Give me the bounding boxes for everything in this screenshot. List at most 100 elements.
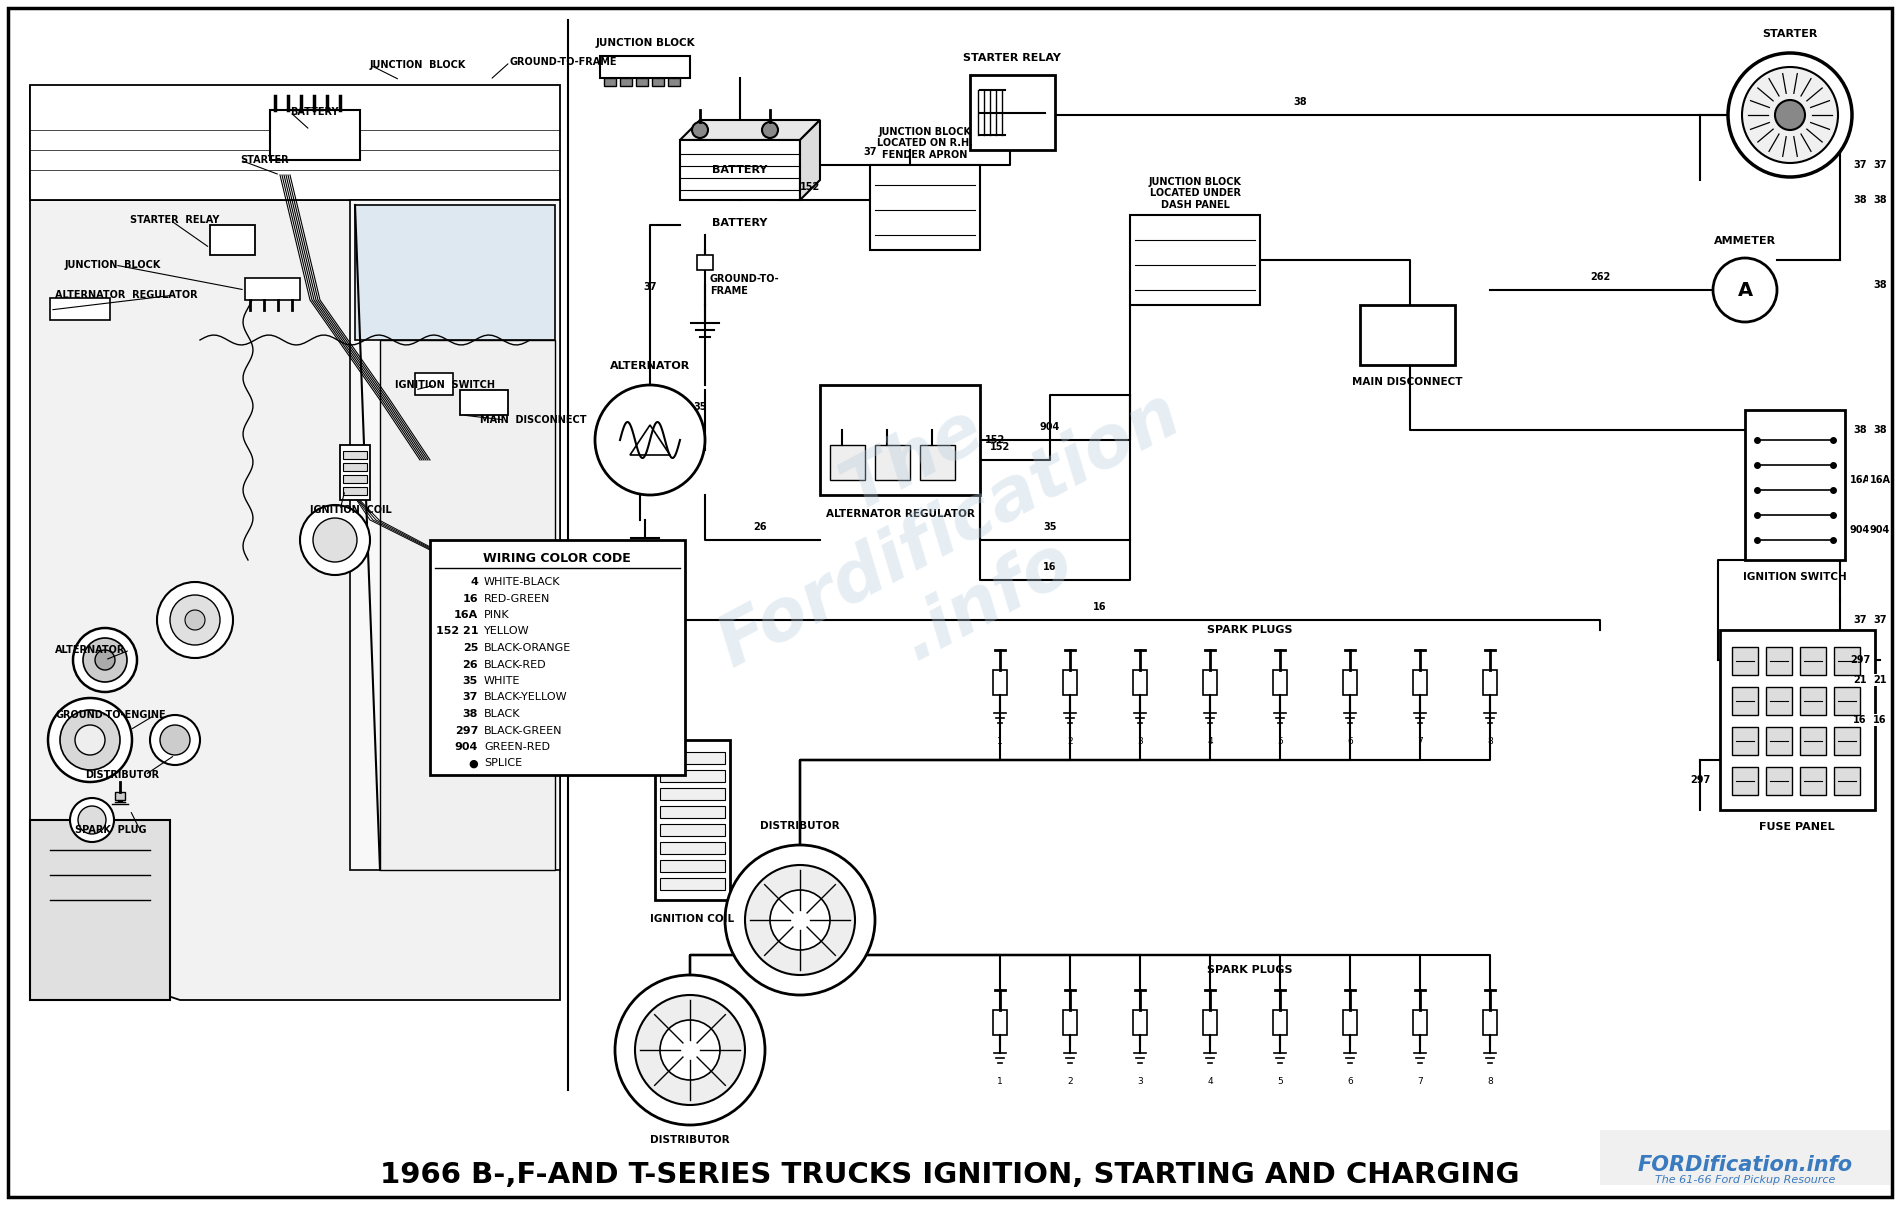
Bar — [1834, 687, 1860, 715]
Text: 1: 1 — [998, 1077, 1003, 1086]
Text: 26: 26 — [752, 522, 768, 531]
Bar — [245, 278, 300, 300]
Bar — [636, 78, 648, 86]
Bar — [414, 374, 452, 395]
Bar — [1203, 670, 1218, 695]
Polygon shape — [680, 120, 821, 140]
Text: The
Fordification
.info: The Fordification .info — [669, 308, 1231, 752]
Text: 1966 B-,F-AND T-SERIES TRUCKS IGNITION, STARTING AND CHARGING: 1966 B-,F-AND T-SERIES TRUCKS IGNITION, … — [380, 1160, 1520, 1189]
Bar — [1834, 647, 1860, 675]
Bar — [1744, 410, 1845, 560]
Text: 21: 21 — [1852, 675, 1866, 684]
Bar — [659, 752, 726, 764]
Text: JUNCTION BLOCK: JUNCTION BLOCK — [595, 39, 695, 48]
Bar — [1720, 630, 1875, 810]
Text: WIRING COLOR CODE: WIRING COLOR CODE — [483, 552, 631, 565]
Text: STARTER: STARTER — [239, 155, 289, 165]
Text: FORDification.info: FORDification.info — [1638, 1156, 1852, 1175]
Bar — [1765, 687, 1792, 715]
Bar — [1343, 670, 1357, 695]
Polygon shape — [30, 86, 560, 1000]
Text: 38: 38 — [462, 709, 479, 719]
Text: 38: 38 — [1852, 425, 1868, 435]
Text: JUNCTION  BLOCK: JUNCTION BLOCK — [65, 260, 162, 270]
Circle shape — [659, 1019, 720, 1080]
Text: DISTRIBUTOR: DISTRIBUTOR — [86, 770, 160, 780]
Text: 38: 38 — [1294, 96, 1307, 107]
Text: 2: 2 — [1068, 737, 1074, 746]
Bar — [870, 165, 980, 249]
Text: 35: 35 — [1043, 522, 1056, 531]
Circle shape — [78, 806, 106, 834]
Text: 7: 7 — [1417, 737, 1423, 746]
Text: 904: 904 — [454, 742, 479, 752]
Bar — [460, 390, 507, 415]
Text: GROUND-
TO-ENGINE: GROUND- TO-ENGINE — [580, 540, 640, 562]
Bar — [211, 225, 255, 255]
Bar — [1765, 727, 1792, 756]
Text: BATTERY: BATTERY — [291, 107, 338, 117]
Text: ALTERNATOR: ALTERNATOR — [610, 362, 690, 371]
Text: 904: 904 — [1039, 422, 1060, 433]
Bar — [876, 445, 910, 480]
Text: 5: 5 — [1277, 1077, 1283, 1086]
Text: JUNCTION BLOCK
LOCATED UNDER
DASH PANEL: JUNCTION BLOCK LOCATED UNDER DASH PANEL — [1148, 177, 1241, 210]
Circle shape — [692, 122, 709, 139]
Bar — [1062, 670, 1077, 695]
Circle shape — [74, 725, 104, 756]
Bar — [1062, 1010, 1077, 1035]
Text: 16: 16 — [1043, 562, 1056, 572]
Bar — [1799, 768, 1826, 795]
Bar — [971, 75, 1054, 149]
Bar — [600, 55, 690, 78]
Text: YELLOW: YELLOW — [484, 627, 530, 636]
Text: 152: 152 — [800, 182, 821, 192]
Bar — [1733, 647, 1758, 675]
Text: 16A: 16A — [1849, 475, 1870, 484]
Text: SPARK  PLUG: SPARK PLUG — [74, 825, 146, 835]
Bar — [619, 78, 633, 86]
Bar — [1132, 670, 1148, 695]
Bar — [1834, 727, 1860, 756]
Text: 297: 297 — [1851, 656, 1870, 665]
Text: 16: 16 — [1092, 602, 1106, 612]
Text: 4: 4 — [1206, 1077, 1212, 1086]
Bar — [1799, 727, 1826, 756]
Bar — [697, 255, 712, 270]
Text: 37: 37 — [1852, 160, 1866, 170]
Text: SPARK PLUGS: SPARK PLUGS — [1206, 965, 1292, 975]
Circle shape — [616, 975, 766, 1125]
Circle shape — [1775, 100, 1805, 130]
Text: 152: 152 — [984, 435, 1005, 445]
Bar — [659, 770, 726, 782]
Bar — [344, 451, 367, 459]
Text: SPARK PLUGS: SPARK PLUGS — [1206, 625, 1292, 635]
Text: ●: ● — [467, 758, 479, 769]
Circle shape — [158, 582, 234, 658]
Bar — [659, 824, 726, 836]
Text: 37: 37 — [863, 147, 876, 157]
Text: ALTERNATOR: ALTERNATOR — [55, 645, 125, 656]
Bar — [49, 298, 110, 321]
Bar — [659, 806, 726, 818]
Text: WHITE-BLACK: WHITE-BLACK — [484, 577, 560, 587]
Text: STARTER: STARTER — [1763, 29, 1818, 39]
Bar — [1414, 670, 1427, 695]
Text: 904: 904 — [1851, 525, 1870, 535]
Bar — [1130, 214, 1260, 305]
Text: 262: 262 — [1590, 272, 1609, 282]
Text: 152: 152 — [990, 442, 1011, 452]
Text: 16: 16 — [462, 594, 479, 604]
Text: JUNCTION BLOCK
LOCATED ON R.H.
FENDER APRON: JUNCTION BLOCK LOCATED ON R.H. FENDER AP… — [878, 127, 973, 160]
Circle shape — [314, 518, 357, 562]
Text: MAIN  DISCONNECT: MAIN DISCONNECT — [481, 415, 587, 425]
Text: GROUND-TO-
APRON: GROUND-TO- APRON — [570, 598, 640, 619]
Circle shape — [762, 122, 777, 139]
Text: AMMETER: AMMETER — [1714, 236, 1776, 246]
Polygon shape — [355, 205, 555, 340]
Circle shape — [726, 845, 876, 995]
Text: 37: 37 — [1873, 160, 1887, 170]
Polygon shape — [350, 200, 560, 870]
Text: 297: 297 — [454, 725, 479, 735]
Circle shape — [745, 865, 855, 975]
